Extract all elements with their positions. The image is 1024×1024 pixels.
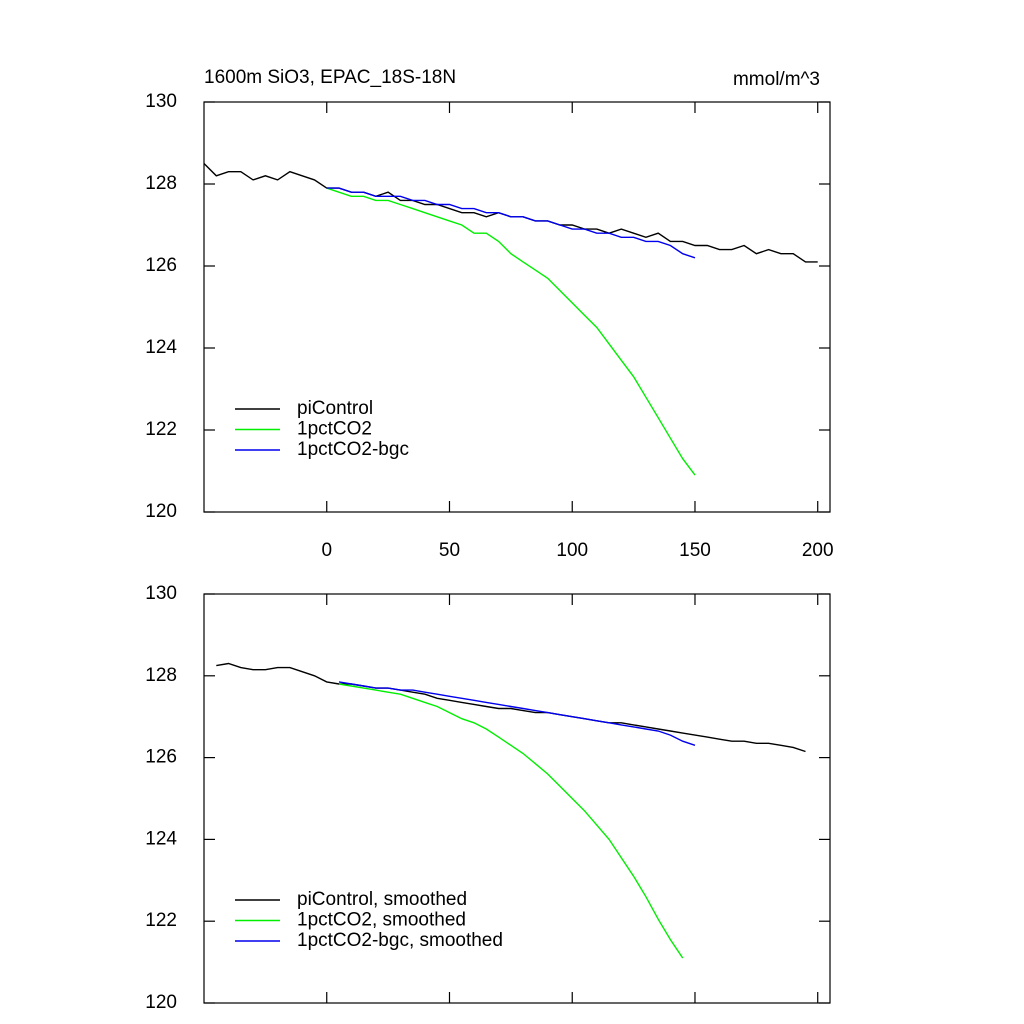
y-tick-label: 130 [145,91,177,112]
legend-label: 1pctCO2-bgc, smoothed [297,930,503,951]
units-label: mmol/m^3 [733,69,820,90]
series-line [203,163,818,263]
y-tick-label: 126 [145,255,177,276]
y-tick-label: 128 [145,665,177,686]
y-tick-label: 120 [145,501,177,522]
legend-label: 1pctCO2-bgc [297,439,409,460]
x-tick-label: 100 [556,540,588,561]
series-line [326,187,696,476]
legend-label: 1pctCO2 [297,419,372,440]
legend-label: 1pctCO2, smoothed [297,910,466,931]
y-tick-label: 126 [145,747,177,768]
series-line [216,662,806,753]
x-tick-label: 0 [321,540,332,561]
y-tick-label: 130 [145,583,177,604]
x-tick-label: 200 [802,540,834,561]
legend-label: piControl, smoothed [297,889,467,910]
x-tick-label: 50 [439,540,460,561]
chart-title: 1600m SiO3, EPAC_18S-18N [204,67,456,88]
series-line [326,187,696,259]
x-tick-label: 150 [679,540,711,561]
y-tick-label: 124 [145,337,177,358]
plot-frame [203,593,831,1004]
series-line [338,681,696,746]
y-tick-label: 120 [145,992,177,1013]
y-tick-label: 124 [145,828,177,849]
y-tick-label: 128 [145,173,177,194]
series-line [338,683,684,959]
y-tick-label: 122 [145,419,177,440]
y-tick-label: 122 [145,910,177,931]
plot-frame [203,101,831,513]
legend-label: piControl [297,398,373,419]
